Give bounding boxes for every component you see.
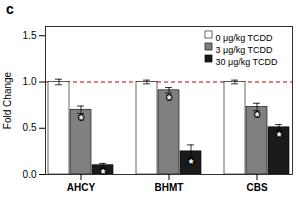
svg-text:1.5: 1.5 bbox=[23, 30, 37, 41]
svg-text:Fold Change: Fold Change bbox=[2, 71, 13, 129]
svg-text:*: * bbox=[79, 113, 84, 127]
svg-text:*: * bbox=[277, 130, 282, 144]
svg-text:*: * bbox=[255, 110, 260, 124]
svg-text:*: * bbox=[167, 93, 172, 107]
svg-text:3 μg/kg TCDD: 3 μg/kg TCDD bbox=[216, 45, 274, 55]
html-text:c: c bbox=[6, 1, 14, 17]
svg-text:1.0: 1.0 bbox=[23, 76, 37, 87]
svg-text:0.5: 0.5 bbox=[23, 122, 37, 133]
svg-text:*: * bbox=[101, 167, 106, 181]
svg-text:30 μg/kg TCDD: 30 μg/kg TCDD bbox=[216, 57, 279, 67]
svg-text:*: * bbox=[189, 157, 194, 171]
svg-text:0.0: 0.0 bbox=[23, 169, 37, 180]
svg-text:CBS: CBS bbox=[246, 182, 267, 193]
svg-text:0 μg/kg TCDD: 0 μg/kg TCDD bbox=[216, 33, 274, 43]
svg-text:BHMT: BHMT bbox=[155, 182, 184, 193]
svg-text:AHCY: AHCY bbox=[67, 182, 96, 193]
